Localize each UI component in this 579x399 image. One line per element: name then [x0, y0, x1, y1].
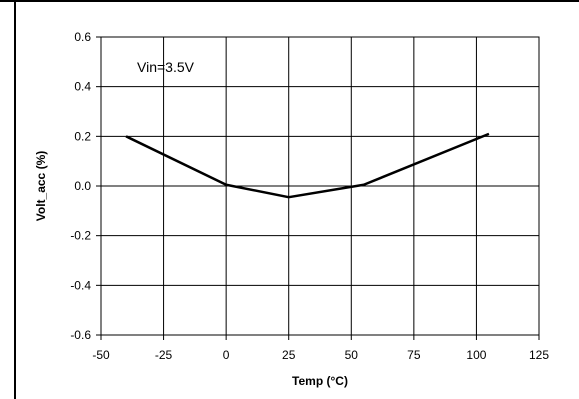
- grid-lines: [100, 36, 540, 336]
- series-line-0: [125, 132, 490, 199]
- x-tick-label-1: -25: [155, 348, 173, 362]
- x-tick-label-6: 100: [466, 348, 486, 362]
- x-tick-label-4: 50: [345, 348, 359, 362]
- x-axis-title: Temp (°C): [292, 374, 348, 388]
- x-tick-label-0: -50: [92, 348, 110, 362]
- y-tick-label-0: 0.6: [74, 30, 91, 44]
- y-tick-label-6: -0.6: [70, 328, 91, 342]
- frame-left-border: [14, 0, 16, 399]
- y-tick-label-2: 0.2: [74, 129, 91, 143]
- y-tick-label-4: -0.2: [70, 229, 91, 243]
- y-tick-label-5: -0.4: [70, 278, 91, 292]
- x-tick-label-3: 25: [282, 348, 296, 362]
- x-tick-label-2: 0: [223, 348, 230, 362]
- frame-top-border: [0, 0, 579, 2]
- x-tick-label-7: 125: [529, 348, 549, 362]
- x-tick-label-5: 75: [407, 348, 421, 362]
- y-tick-label-1: 0.4: [74, 80, 91, 94]
- chart-annotation: Vin=3.5V: [137, 59, 195, 75]
- y-axis-title: Volt_acc (%): [34, 151, 48, 221]
- y-tick-label-3: 0.0: [74, 179, 91, 193]
- series-group: [125, 132, 490, 199]
- x-axis-ticks: -50 -25 0 25 50 75 100 125: [92, 335, 549, 362]
- y-axis-ticks: 0.6 0.4 0.2 0.0 -0.2 -0.4 -0.6: [70, 30, 101, 342]
